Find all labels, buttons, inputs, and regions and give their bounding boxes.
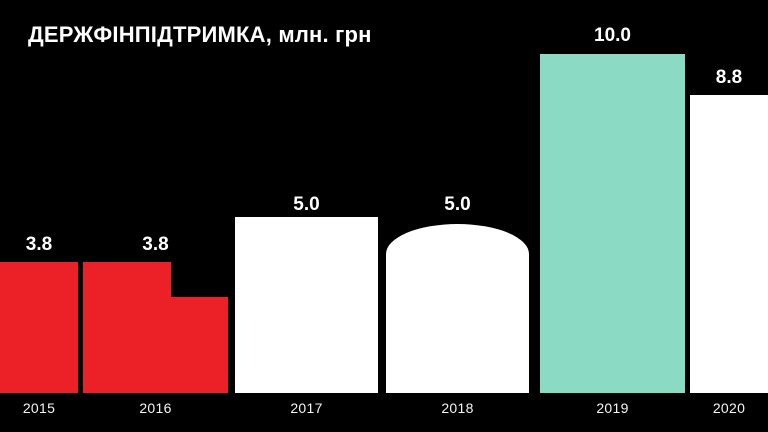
category-label-2015: 2015	[22, 400, 56, 416]
bar-2016-main	[83, 262, 171, 393]
value-label-2015: 3.8	[25, 234, 53, 255]
category-label-2019: 2019	[596, 400, 629, 416]
bar-2017	[235, 217, 378, 393]
value-label-2020: 8.8	[715, 67, 743, 88]
bar-2015	[0, 262, 78, 393]
bar-2019	[540, 54, 685, 393]
category-label-2017: 2017	[290, 400, 323, 416]
value-label-2019: 10.0	[594, 25, 631, 46]
bar-2018	[386, 224, 529, 393]
value-label-2017: 5.0	[293, 194, 320, 215]
category-label-2016: 2016	[139, 400, 172, 416]
chart-title: ДЕРЖФІНПІДТРИМКА, млн. грн	[28, 22, 372, 47]
value-label-2018: 5.0	[444, 194, 471, 215]
bar-2020	[690, 95, 768, 393]
category-label-2020: 2020	[712, 400, 746, 416]
category-label-2018: 2018	[441, 400, 474, 416]
value-label-2016: 3.8	[142, 234, 169, 255]
bar-2016-step	[171, 297, 228, 393]
